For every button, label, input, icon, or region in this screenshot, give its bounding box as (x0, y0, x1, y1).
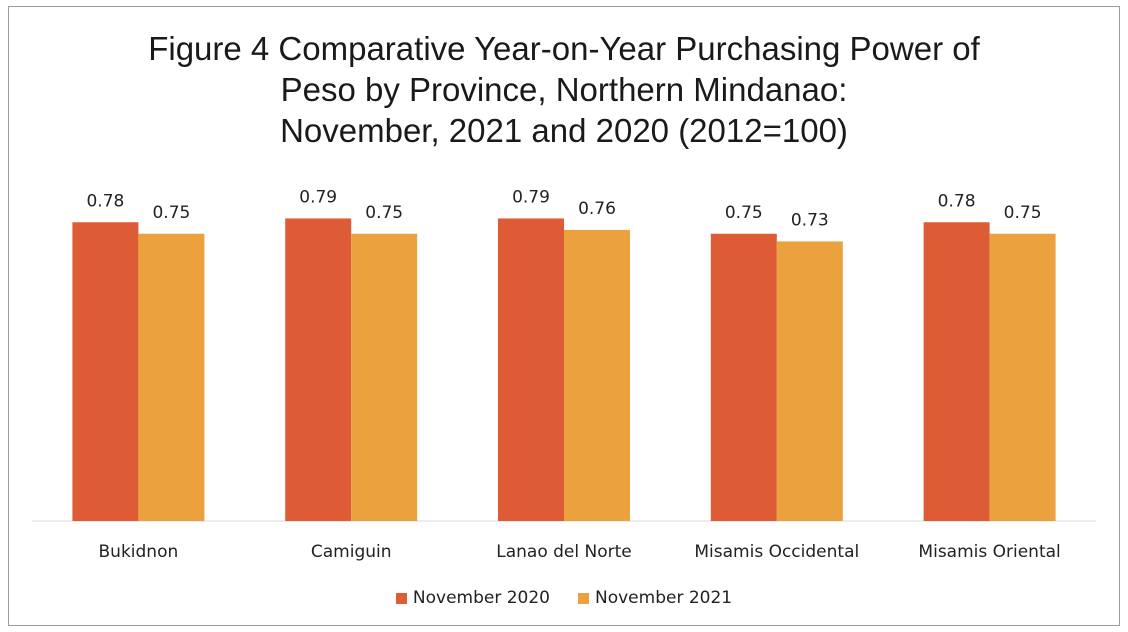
data-label-camiguin-series-2: 0.75 (365, 203, 403, 223)
bar-lanao-del-norte-series-1 (498, 218, 564, 521)
chart-title-line-3: November, 2021 and 2020 (2012=100) (280, 112, 848, 149)
bar-bukidnon-series-2 (138, 233, 205, 521)
data-label-misamis-oriental-series-1: 0.78 (938, 191, 976, 211)
x-tick-label-misamis-occidental: Misamis Occidental (694, 542, 859, 562)
x-tick-label-bukidnon: Bukidnon (99, 542, 179, 562)
data-label-bukidnon-series-1: 0.78 (86, 191, 124, 211)
bar-bukidnon-series-1 (72, 222, 139, 521)
data-label-misamis-occidental-series-2: 0.73 (791, 210, 829, 230)
legend-item-november-2021: November 2021 (578, 588, 732, 608)
legend-swatch-november-2020 (395, 592, 407, 604)
data-label-bukidnon-series-2: 0.75 (152, 203, 190, 223)
data-label-lanao-del-norte-series-1: 0.79 (512, 187, 550, 207)
chart-legend: November 2020 November 2021 (0, 588, 1128, 608)
legend-swatch-november-2021 (578, 592, 589, 604)
legend-item-november-2020: November 2020 (395, 588, 550, 608)
data-label-misamis-occidental-series-1: 0.75 (725, 203, 763, 223)
data-label-camiguin-series-1: 0.79 (299, 187, 337, 207)
bar-misamis-occidental-series-1 (710, 233, 777, 521)
bar-lanao-del-norte-series-2 (564, 229, 630, 522)
legend-label-november-2020: November 2020 (412, 588, 550, 608)
chart-title-line-1: Figure 4 Comparative Year-on-Year Purcha… (148, 30, 980, 67)
chart-title-line-2: Peso by Province, Northern Mindanao: (280, 71, 848, 108)
bar-camiguin-series-2 (351, 233, 418, 521)
legend-label-november-2021: November 2021 (595, 588, 733, 608)
x-tick-label-camiguin: Camiguin (311, 542, 392, 562)
x-tick-label-misamis-oriental: Misamis Oriental (918, 542, 1060, 562)
data-label-lanao-del-norte-series-2: 0.76 (578, 199, 616, 219)
bar-misamis-occidental-series-2 (776, 241, 843, 521)
data-label-misamis-oriental-series-2: 0.75 (1004, 203, 1042, 223)
bar-misamis-oriental-series-2 (989, 233, 1056, 521)
x-tick-label-lanao-del-norte: Lanao del Norte (496, 542, 632, 562)
bar-camiguin-series-1 (285, 218, 352, 521)
bar-misamis-oriental-series-1 (923, 222, 990, 521)
